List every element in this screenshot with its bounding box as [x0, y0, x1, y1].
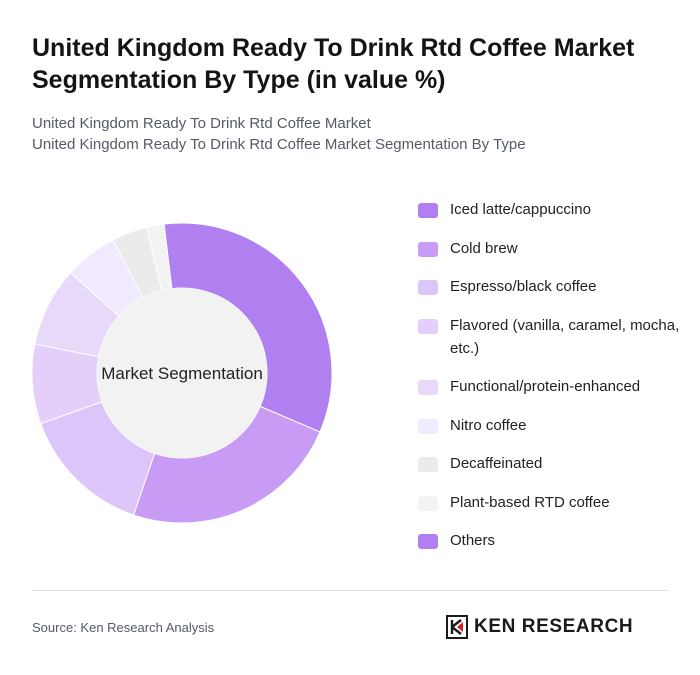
- legend-swatch: [418, 203, 438, 218]
- footer-divider: [32, 590, 668, 591]
- legend-label: Decaffeinated: [450, 455, 543, 472]
- legend-item: Nitro coffee: [418, 414, 688, 437]
- donut-slices: [31, 222, 333, 524]
- legend-label: Cold brew: [450, 239, 518, 257]
- subtitle-line-2: United Kingdom Ready To Drink Rtd Coffee…: [32, 136, 526, 153]
- brand-name: KEN RESEARCH: [474, 616, 634, 637]
- legend-item: Espresso/black coffee: [418, 275, 688, 298]
- legend-swatch: [418, 241, 438, 257]
- source-note: Source: Ken Research Analysis: [32, 620, 215, 635]
- legend-swatch: [418, 280, 438, 295]
- legend-item: Cold brew: [418, 237, 688, 260]
- legend-item: Plant-based RTD coffee: [418, 491, 688, 514]
- legend-label: Nitro coffee: [450, 416, 527, 434]
- donut-hole: [97, 288, 267, 458]
- legend-swatch: [418, 534, 438, 549]
- legend-swatch: [418, 495, 438, 511]
- chart-subtitle: United Kingdom Ready To Drink Rtd Coffee…: [32, 113, 672, 155]
- legend-swatch: [418, 318, 438, 334]
- legend-label: Others: [450, 532, 496, 549]
- donut-chart: Market Segmentation: [31, 222, 333, 524]
- legend-label: Functional/protein-enhanced: [450, 378, 641, 395]
- legend-swatch: [418, 457, 438, 472]
- legend-item: Iced latte/cappuccino: [418, 198, 688, 221]
- legend-swatch: [418, 418, 438, 434]
- brand-logo: KEN RESEARCH: [446, 614, 633, 640]
- center-label: Market Segmentation: [101, 364, 263, 383]
- legend-label: Iced latte/cappuccino: [450, 201, 591, 218]
- chart-legend: Iced latte/cappuccino Cold brew Espresso/b…: [418, 198, 688, 568]
- legend-label: Espresso/black coffee: [450, 278, 597, 295]
- subtitle-line-1: United Kingdom Ready To Drink Rtd Coffee…: [32, 115, 371, 132]
- chart-title: United Kingdom Ready To Drink Rtd Coffee…: [32, 34, 635, 94]
- legend-item: Functional/protein-enhanced: [418, 375, 688, 398]
- legend-item: Flavored (vanilla, caramel, mocha, etc.): [418, 314, 688, 360]
- legend-label: Flavored (vanilla, caramel, mocha, etc.): [450, 316, 680, 357]
- legend-label: Plant-based RTD coffee: [450, 493, 610, 511]
- legend-item: Decaffeinated: [418, 452, 688, 475]
- legend-swatch: [418, 380, 438, 395]
- legend-item: Others: [418, 529, 688, 552]
- ken-research-logo-icon: [446, 615, 468, 639]
